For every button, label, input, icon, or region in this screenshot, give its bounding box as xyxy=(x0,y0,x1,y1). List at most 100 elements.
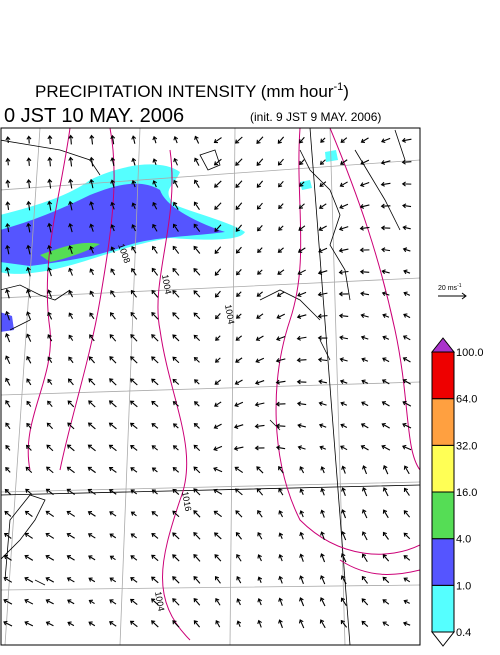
colorbar-over xyxy=(430,337,456,353)
wind-arrow xyxy=(173,179,179,188)
wind-arrow xyxy=(401,159,412,165)
wind-arrow xyxy=(172,510,180,518)
wind-arrow xyxy=(317,335,328,341)
wind-arrow xyxy=(277,247,284,253)
wind-arrow xyxy=(68,178,74,189)
wind-arrow xyxy=(4,488,11,495)
wind-arrow xyxy=(46,422,54,430)
wind-arrow xyxy=(68,222,73,233)
wind-arrow xyxy=(151,400,159,407)
wind-arrow xyxy=(47,178,53,189)
wind-arrow xyxy=(380,137,391,144)
wind-arrow xyxy=(152,158,158,166)
wind-arrow xyxy=(89,201,94,211)
wind-arrow xyxy=(278,510,284,518)
wind-arrow xyxy=(381,401,390,407)
wind-arrow xyxy=(47,311,53,320)
wind-arrow xyxy=(299,575,304,585)
wind-arrow xyxy=(278,575,283,584)
wind-arrow xyxy=(5,310,10,321)
wind-arrow xyxy=(382,313,390,319)
wind-arrow xyxy=(255,357,265,363)
wind-arrow xyxy=(213,423,222,429)
wind-arrow xyxy=(47,267,52,277)
wind-arrow xyxy=(151,489,158,495)
isobar xyxy=(59,128,115,471)
wind-arrow xyxy=(89,223,94,232)
wind-arrow xyxy=(299,531,304,540)
wind-arrow xyxy=(26,178,32,189)
wind-arrow xyxy=(172,223,179,232)
wind-arrow xyxy=(402,335,411,341)
wind-arrow xyxy=(68,356,74,364)
wind-arrow xyxy=(88,621,96,627)
wind-arrow xyxy=(131,246,137,254)
wind-arrow xyxy=(130,598,138,605)
wind-arrow xyxy=(108,489,117,495)
wind-arrow xyxy=(66,444,75,452)
wind-arrow xyxy=(403,487,410,496)
wind-arrow xyxy=(151,445,159,451)
wind-arrow xyxy=(339,379,348,385)
isobar xyxy=(27,128,71,471)
wind-arrow xyxy=(109,511,117,517)
wind-arrow xyxy=(129,422,138,430)
wind-arrow xyxy=(5,444,11,451)
wind-arrow xyxy=(257,509,263,518)
wind-arrow xyxy=(380,203,391,209)
wind-arrow xyxy=(297,269,306,275)
wind-arrow xyxy=(320,487,325,496)
isobar-label: 1016 xyxy=(180,491,193,512)
wind-arrow xyxy=(213,488,223,495)
wind-arrow xyxy=(68,156,74,167)
wind-arrow xyxy=(359,225,370,231)
wind-arrow xyxy=(341,465,346,474)
wind-arrow xyxy=(193,488,201,496)
wind-arrow xyxy=(296,314,307,319)
wind-arrow xyxy=(45,488,54,496)
wind-arrow xyxy=(275,423,286,429)
wind-arrow xyxy=(254,423,265,429)
wind-arrow xyxy=(3,620,13,627)
wind-arrow xyxy=(68,267,73,276)
wind-arrow xyxy=(173,201,179,210)
wind-arrow xyxy=(235,532,242,540)
wind-arrow xyxy=(5,244,11,255)
wind-arrow xyxy=(89,290,95,297)
wind-arrow xyxy=(236,553,242,562)
wind-arrow xyxy=(47,378,53,385)
wind-arrow xyxy=(361,401,369,407)
wind-arrow xyxy=(277,158,284,166)
wind-arrow xyxy=(193,356,200,363)
wind-arrow xyxy=(320,531,325,541)
wind-arrow xyxy=(382,335,390,340)
wind-arrow xyxy=(108,466,117,473)
wind-arrow xyxy=(5,422,11,430)
wind-arrow xyxy=(360,291,370,297)
wind-arrow xyxy=(193,466,201,474)
wind-arrow xyxy=(297,247,306,253)
wind-arrow xyxy=(5,400,11,408)
colorbar-label: 32.0 xyxy=(456,440,477,452)
wind-arrow xyxy=(26,288,31,299)
wind-arrow xyxy=(339,181,348,187)
wind-arrow xyxy=(360,335,369,341)
wind-arrow xyxy=(362,465,368,475)
wind-arrow xyxy=(403,510,411,518)
wind-arrow xyxy=(5,222,11,233)
wind-arrow xyxy=(361,598,369,606)
wind-arrow xyxy=(26,311,32,321)
wind-arrow xyxy=(193,245,201,254)
wind-arrow xyxy=(152,180,157,188)
wind-arrow xyxy=(194,379,200,385)
wind-arrow xyxy=(380,181,391,187)
colorbar-label: 0.4 xyxy=(456,627,471,639)
wind-arrow xyxy=(402,444,412,451)
wind-arrow xyxy=(278,619,283,629)
wind-arrow xyxy=(26,266,31,277)
wind-arrow xyxy=(88,378,96,386)
wind-arrow xyxy=(402,400,412,407)
wind-arrow xyxy=(275,379,286,385)
wind-arrow xyxy=(47,222,53,233)
wind-arrow xyxy=(402,621,411,627)
